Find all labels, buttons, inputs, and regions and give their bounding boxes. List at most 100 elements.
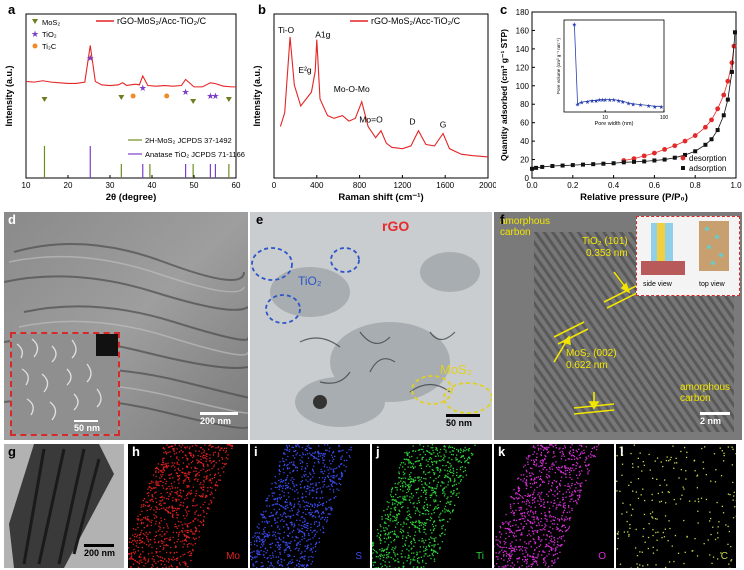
panel-label-a: a — [8, 2, 16, 17]
bet-x-tick-label: 0.8 — [690, 181, 702, 190]
xrd-marker-tio2: ★ — [182, 87, 190, 97]
bet-y-tick-label: 20 — [520, 156, 529, 165]
raman-peak-label: A1g — [315, 30, 330, 40]
bet-adsorption-point — [652, 158, 657, 163]
hrtem-amorphous-label-2: amorphous carbon — [680, 382, 731, 404]
panel-label-k: k — [498, 444, 506, 459]
panel-label-f: f — [500, 212, 505, 227]
panel-f-hrtem-image: amorphous carbon TiO₂ (101) 0.353 nm MoS… — [494, 212, 742, 440]
bet-inset-point: ★ — [593, 98, 598, 105]
bet-desorption-point — [725, 78, 731, 84]
bet-axes-frame — [531, 11, 737, 179]
eds-map-dots — [250, 444, 352, 568]
tem-mos2-label: MoS₂ — [440, 362, 472, 377]
bet-inset-point: ★ — [652, 104, 657, 111]
raman-peak-label: E²g — [298, 65, 312, 75]
eds-element-label: Ti — [476, 551, 484, 562]
hrtem-tio2-dspacing: 0.353 nm — [586, 248, 628, 259]
eds-map-ti: j Ti — [372, 444, 492, 568]
tem-rgo-label: rGO — [382, 218, 410, 234]
raman-x-tick-label: 0 — [272, 181, 277, 190]
bet-adsorption-point — [632, 159, 636, 164]
raman-series-line — [279, 36, 489, 158]
bet-x-tick-label: 1.0 — [730, 181, 742, 190]
xrd-chart: 2H-MoS₂ JCPDS 37-1492 Anatase TiO₂ JCPDS … — [4, 13, 245, 203]
xrd-legend-marker — [32, 43, 38, 49]
raman-peak-label: D — [409, 117, 415, 127]
bet-inset-point: ★ — [589, 98, 594, 105]
eds-map-dots — [372, 444, 476, 568]
bet-x-axis-label: Relative pressure (P/P₀) — [580, 192, 688, 203]
xrd-x-tick-label: 50 — [190, 181, 199, 190]
xrd-reference-legend-label: Anatase TiO₂ JCPDS 71-1166 — [145, 150, 245, 159]
xrd-axes-frame — [25, 13, 237, 179]
bet-adsorption-point — [725, 97, 730, 102]
bet-adsorption-point — [693, 149, 698, 154]
bet-inset-point: ★ — [616, 98, 621, 105]
panel-label-i: i — [254, 444, 258, 459]
bet-desorption-point — [672, 143, 678, 149]
bet-inset-point: ★ — [626, 100, 631, 107]
bet-adsorption-point — [570, 163, 575, 168]
xrd-marker-mos2 — [41, 97, 48, 102]
panel-label-l: l — [620, 444, 624, 459]
raman-x-tick-label: 800 — [353, 181, 367, 190]
raman-peak-label: Mo=O — [359, 115, 383, 125]
raman-y-axis-label: Intensity (a.u.) — [252, 65, 262, 126]
xrd-series-line — [25, 45, 236, 88]
bet-adsorption-point — [703, 142, 708, 147]
sem-inset: 50 nm — [10, 332, 120, 436]
bet-adsorption-point — [732, 30, 737, 35]
xrd-x-tick-label: 60 — [232, 181, 241, 190]
panel-c-bet: desorption adsorption 0.0 0.2 0.4 0.6 0.8 1.0 0 2… — [498, 0, 744, 208]
bet-adsorption-point — [611, 161, 616, 166]
bet-adsorption-point — [621, 160, 626, 165]
bet-desorption-point — [729, 60, 735, 66]
raman-chart: Ti-O E²g A1g Mo-O-Mo Mo=O D GrGO-MoS₂/Acc-TiO₂… — [252, 13, 496, 203]
bet-adsorption-point — [683, 152, 687, 157]
xrd-x-tick-label: 30 — [106, 181, 115, 190]
bet-desorption-point — [709, 117, 714, 123]
bet-adsorption-point — [560, 163, 565, 168]
xrd-legend-title: rGO-MoS₂/Acc-TiO₂/C — [117, 16, 207, 26]
bet-legend-label: adsorption — [689, 164, 726, 173]
bet-adsorption-point — [721, 113, 726, 118]
bet-desorption-point — [662, 147, 667, 152]
xrd-marker-ti2c — [164, 93, 170, 99]
eds-map-dots — [494, 444, 600, 568]
raman-x-tick-label: 1600 — [436, 181, 454, 190]
bet-inset-point: ★ — [631, 101, 636, 108]
xrd-marker-mos2 — [118, 95, 125, 100]
xrd-x-tick-label: 10 — [22, 181, 31, 190]
xrd-marker-tio2: ★ — [211, 91, 219, 101]
raman-legend-title: rGO-MoS₂/Acc-TiO₂/C — [371, 16, 461, 26]
bet-inset-frame — [563, 19, 665, 113]
bet-y-tick-label: 80 — [520, 100, 529, 109]
tem-texture — [250, 212, 492, 440]
sem-scalebar: 200 nm — [200, 412, 238, 426]
xrd-legend-label: Ti₂C — [42, 42, 57, 51]
bet-adsorption-point — [591, 162, 596, 167]
bet-inset-point: ★ — [611, 97, 616, 104]
bet-inset-point: ★ — [597, 97, 602, 104]
bet-desorption-point — [652, 150, 657, 156]
bet-adsorption-point — [715, 128, 720, 133]
bet-desorption-point — [692, 133, 698, 138]
bet-adsorption-point — [601, 161, 606, 166]
xrd-y-axis-label: Intensity (a.u.) — [4, 65, 14, 126]
panel-label-h: h — [132, 444, 140, 459]
structure-inset-models — [641, 221, 729, 275]
sem-inset-texture — [12, 334, 118, 434]
side-view-label: side view — [643, 281, 672, 288]
bet-inset-point: ★ — [620, 99, 625, 106]
raman-peak-label: G — [440, 120, 447, 130]
bet-inset-x-tick-label: 10 — [602, 115, 608, 121]
raman-x-tick-label: 2000 — [479, 181, 496, 190]
bet-adsorption-point — [550, 164, 555, 169]
bet-y-tick-label: 100 — [516, 82, 530, 91]
bet-x-tick-label: 0.4 — [608, 181, 620, 190]
bet-desorption-point — [631, 156, 637, 162]
raman-x-tick-label: 1200 — [394, 181, 412, 190]
